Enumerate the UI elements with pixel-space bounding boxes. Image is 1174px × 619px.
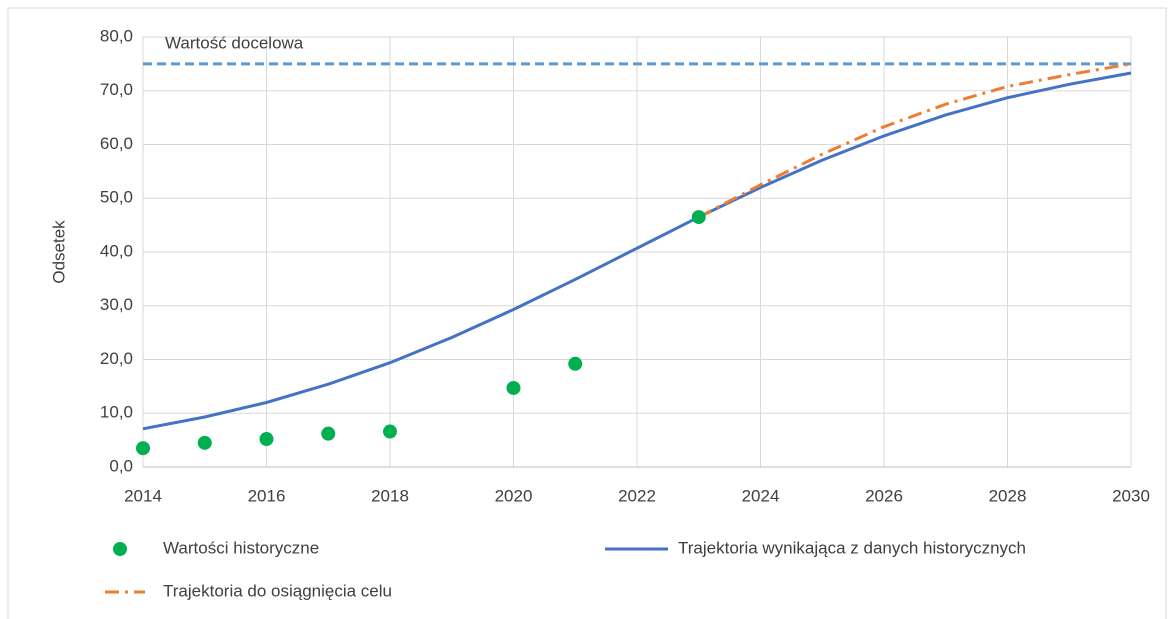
x-tick-label: 2020: [495, 486, 533, 505]
y-tick-label: 20,0: [100, 349, 133, 368]
data-point: [321, 426, 336, 441]
x-tick-label: 2016: [248, 486, 286, 505]
series-line: [142, 71, 1132, 431]
y-tick-label: 40,0: [100, 241, 133, 260]
x-tick-label: 2026: [865, 486, 903, 505]
data-point: [506, 380, 521, 395]
x-tick-label: 2028: [989, 486, 1027, 505]
data-point: [691, 210, 706, 225]
data-point: [136, 441, 150, 456]
x-tick-label: 2024: [742, 486, 780, 505]
legend-label: Trajektoria do osiągnięcia celu: [163, 581, 392, 600]
target-label: Wartość docelowa: [165, 33, 304, 52]
chart-frame: [7, 7, 1167, 619]
y-tick-label: 70,0: [100, 80, 133, 99]
series-line: [698, 62, 1132, 219]
x-tick-label: 2014: [124, 486, 162, 505]
x-tick-label: 2018: [371, 486, 409, 505]
x-tick-label: 2022: [618, 486, 656, 505]
y-tick-label: 60,0: [100, 134, 133, 153]
y-tick-label: 10,0: [100, 403, 133, 422]
y-tick-label: 80,0: [100, 26, 133, 45]
legend-label: Wartości historyczne: [163, 538, 319, 557]
y-tick-label: 50,0: [100, 188, 133, 207]
y-axis-label: Odsetek: [49, 220, 68, 284]
data-point: [568, 356, 583, 371]
y-tick-label: 0,0: [109, 456, 133, 475]
data-point: [259, 432, 274, 447]
legend-marker: [113, 542, 127, 556]
data-point: [197, 435, 212, 450]
x-tick-label: 2030: [1112, 486, 1150, 505]
y-tick-label: 30,0: [100, 295, 133, 314]
legend-label: Trajektoria wynikająca z danych historyc…: [678, 538, 1026, 557]
data-point: [383, 424, 397, 439]
